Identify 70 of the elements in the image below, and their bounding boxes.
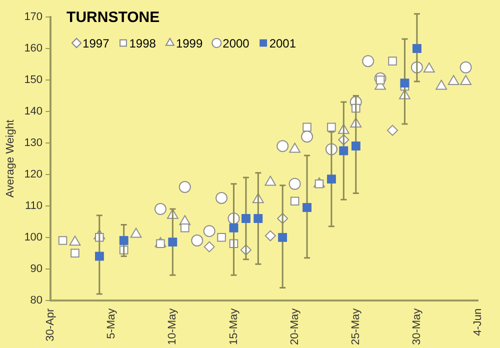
y-tick-label: 80 <box>30 294 43 306</box>
point <box>95 252 104 261</box>
point <box>301 130 314 143</box>
y-tick-label: 110 <box>25 200 43 212</box>
x-tick-label: 30-May <box>410 308 423 346</box>
x-tick-label: 5-May <box>106 308 118 339</box>
point <box>460 75 472 86</box>
x-tick-label: 25-May <box>350 308 362 346</box>
point <box>387 124 398 136</box>
legend-label: 2000 <box>222 36 250 50</box>
x-tick-label: 20-May <box>288 308 301 346</box>
x-tick-label: 30-Apr <box>44 308 57 342</box>
point <box>70 248 80 258</box>
point <box>203 225 216 238</box>
legend-label: 1999 <box>176 36 203 50</box>
point <box>314 179 324 188</box>
x-tick-label: 10-May <box>166 308 179 346</box>
point <box>276 140 289 152</box>
point <box>351 142 360 150</box>
y-tick-label: 150 <box>24 74 43 86</box>
point <box>362 55 374 68</box>
point <box>327 122 336 132</box>
point <box>436 80 448 90</box>
point <box>388 56 397 66</box>
point <box>58 236 68 245</box>
legend-label: 1997 <box>82 36 110 50</box>
point <box>216 192 228 204</box>
legend-label: 2001 <box>269 36 296 50</box>
point <box>180 224 190 232</box>
point <box>204 241 215 252</box>
point <box>229 224 238 232</box>
y-tick-label: 100 <box>24 231 43 244</box>
x-tick-label: 4-Jun <box>472 308 484 336</box>
legend-label: 1998 <box>129 36 156 50</box>
point <box>264 230 276 242</box>
point <box>327 174 336 184</box>
point <box>264 176 276 186</box>
y-tick-label: 160 <box>24 42 43 55</box>
point <box>460 61 472 74</box>
point <box>178 180 191 193</box>
chart-title: TURNSTONE <box>66 9 160 26</box>
y-tick-label: 170 <box>24 11 43 24</box>
y-tick-label: 140 <box>24 105 43 118</box>
point <box>168 238 178 246</box>
point <box>191 234 204 247</box>
x-tick-label: 15-May <box>228 308 240 346</box>
y-axis-title: Average Weight <box>4 120 17 198</box>
point <box>278 232 287 242</box>
point <box>288 178 301 190</box>
point <box>217 232 226 242</box>
point <box>289 142 301 153</box>
point <box>156 239 165 248</box>
point <box>254 214 263 223</box>
y-tick-label: 130 <box>24 136 43 149</box>
y-tick-label: 120 <box>24 168 43 180</box>
point <box>423 62 435 72</box>
point <box>400 78 410 88</box>
point <box>154 203 166 216</box>
point <box>119 236 128 245</box>
y-tick-label: 90 <box>30 262 43 275</box>
point <box>302 122 312 132</box>
point <box>242 214 250 223</box>
point <box>130 228 142 238</box>
point <box>302 203 312 212</box>
point <box>448 75 460 86</box>
point <box>339 146 348 156</box>
point <box>290 196 300 206</box>
point <box>412 44 422 53</box>
point <box>69 236 81 246</box>
point <box>376 76 385 84</box>
